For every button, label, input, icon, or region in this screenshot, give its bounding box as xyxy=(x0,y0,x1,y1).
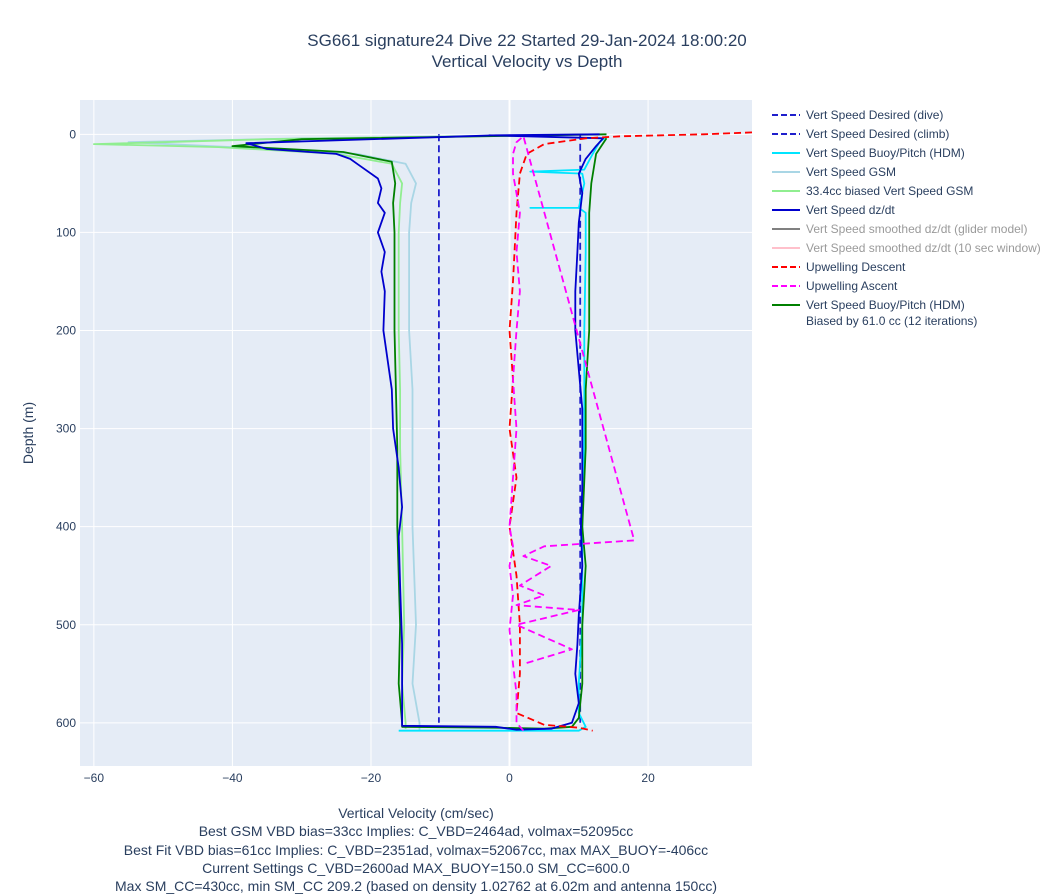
legend-item[interactable]: Vert Speed Desired (dive) xyxy=(772,108,943,122)
y-tick-label: 0 xyxy=(69,127,76,141)
y-tick-label: 200 xyxy=(56,324,76,338)
legend-label: Vert Speed Buoy/Pitch (HDM) xyxy=(806,298,965,312)
legend-item[interactable]: Upwelling Ascent xyxy=(772,279,898,293)
chart-title: SG661 signature24 Dive 22 Started 29-Jan… xyxy=(307,31,746,50)
legend-label: Vert Speed smoothed dz/dt (glider model) xyxy=(806,222,1027,236)
note-sm-cc: Max SM_CC=430cc, min SM_CC 209.2 (based … xyxy=(115,878,717,894)
legend-item[interactable]: Vert Speed smoothed dz/dt (glider model) xyxy=(772,222,1027,236)
series-line-8 xyxy=(508,135,636,732)
legend-label: Vert Speed Desired (dive) xyxy=(806,108,943,122)
legend-label: 33.4cc biased Vert Speed GSM xyxy=(806,184,973,198)
series-line-3 xyxy=(93,133,600,729)
y-tick-label: 300 xyxy=(56,422,76,436)
legend-item[interactable]: Vert Speed Desired (climb) xyxy=(772,127,949,141)
note-current-settings: Current Settings C_VBD=2600ad MAX_BUOY=1… xyxy=(202,860,630,876)
legend[interactable]: Vert Speed Desired (dive) Vert Speed Desi… xyxy=(772,108,1041,328)
legend-item[interactable]: Vert Speed smoothed dz/dt (10 sec window… xyxy=(772,241,1041,255)
y-tick-label: 500 xyxy=(56,618,76,632)
legend-label: Upwelling Descent xyxy=(806,260,906,274)
series-line-6 xyxy=(245,133,604,731)
legend-label: Vert Speed smoothed dz/dt (10 sec window… xyxy=(806,241,1041,255)
x-tick-label: −40 xyxy=(222,771,243,785)
legend-item[interactable]: Vert Speed dz/dt xyxy=(772,203,895,217)
y-tick-label: 400 xyxy=(56,520,76,534)
x-tick-label: 20 xyxy=(641,771,655,785)
y-axis-title: Depth (m) xyxy=(20,402,36,464)
legend-item[interactable]: 33.4cc biased Vert Speed GSM xyxy=(772,184,973,198)
legend-label: Vert Speed Desired (climb) xyxy=(806,127,949,141)
note-gsm-bias: Best GSM VBD bias=33cc Implies: C_VBD=24… xyxy=(199,823,634,839)
x-tick-label: 0 xyxy=(506,771,513,785)
x-tick-label: −20 xyxy=(361,771,382,785)
legend-label-line2: Biased by 61.0 cc (12 iterations) xyxy=(806,314,977,328)
y-tick-label: 600 xyxy=(56,716,76,730)
x-axis-title: Vertical Velocity (cm/sec) xyxy=(338,805,494,821)
legend-label: Upwelling Ascent xyxy=(806,279,898,293)
legend-label: Vert Speed Buoy/Pitch (HDM) xyxy=(806,146,965,160)
gridlines xyxy=(80,100,752,766)
legend-item[interactable]: Vert Speed Buoy/Pitch (HDM) xyxy=(772,146,965,160)
legend-item[interactable]: Vert Speed Buoy/Pitch (HDM) Biased by 61.… xyxy=(772,298,977,328)
series-layer xyxy=(93,131,752,732)
chart-subtitle: Vertical Velocity vs Depth xyxy=(432,52,623,71)
y-tick-label: 100 xyxy=(56,225,76,239)
series-line-7 xyxy=(508,131,752,732)
x-tick-label: −60 xyxy=(84,771,105,785)
note-best-fit: Best Fit VBD bias=61cc Implies: C_VBD=23… xyxy=(124,842,708,858)
legend-item[interactable]: Upwelling Descent xyxy=(772,260,906,274)
legend-item[interactable]: Vert Speed GSM xyxy=(772,165,896,179)
legend-label: Vert Speed GSM xyxy=(806,165,896,179)
series-line-5 xyxy=(231,133,608,730)
legend-label: Vert Speed dz/dt xyxy=(806,203,895,217)
plot-area xyxy=(80,100,752,766)
